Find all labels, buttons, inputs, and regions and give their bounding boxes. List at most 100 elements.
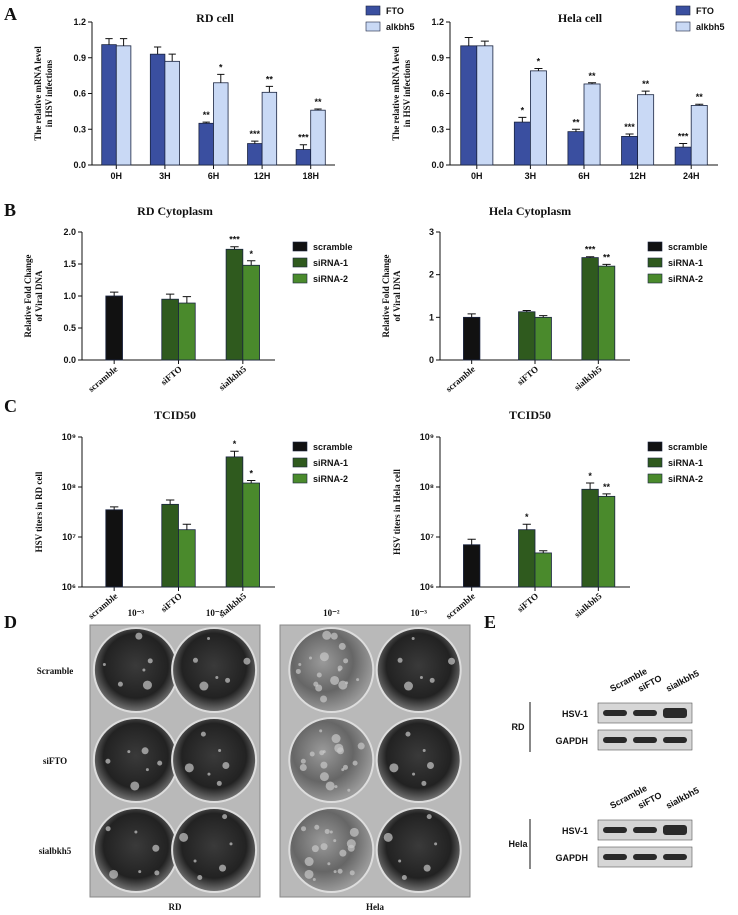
legend-label: siRNA-1: [668, 458, 703, 468]
significance: **: [572, 117, 580, 127]
error-bar: [230, 246, 239, 250]
y-axis-label: of Viral DNA: [392, 270, 402, 321]
x-tick-label: sialkbh5: [572, 364, 604, 393]
significance: ***: [624, 122, 635, 132]
significance: *: [521, 105, 525, 115]
error-bar: [585, 256, 595, 258]
x-tick-label: 12H: [254, 171, 271, 181]
plaque: [219, 864, 227, 872]
y-tick-label: 2: [429, 270, 434, 280]
legend-swatch: [647, 457, 663, 468]
blot-band: [633, 710, 657, 716]
error-bar: [165, 499, 175, 505]
error-bar: [247, 479, 256, 484]
bar: [242, 482, 260, 588]
plaque: [298, 662, 302, 666]
plaque: [135, 632, 143, 640]
error-bar: [522, 523, 531, 530]
bar: [637, 94, 655, 166]
error-bar: [539, 315, 548, 318]
y-axis-label: HSV titers in RD cell: [34, 471, 44, 552]
legend-swatch: [292, 457, 308, 468]
band-label: GAPDH: [555, 853, 588, 863]
x-tick-label: scramble: [444, 591, 477, 621]
x-tick-label: 18H: [302, 171, 319, 181]
plaque: [320, 761, 328, 769]
significance: *: [249, 249, 253, 259]
x-tick-label: siFTO: [159, 591, 184, 614]
error-bar: [602, 493, 611, 497]
legend-label: siRNA-1: [668, 258, 703, 268]
chart-title: RD cell: [196, 11, 234, 25]
plaque: [325, 781, 335, 791]
bar: [161, 503, 179, 588]
plaque: [147, 658, 153, 664]
plaque: [423, 864, 431, 872]
plaque: [229, 842, 233, 846]
error-bar: [153, 46, 162, 55]
y-axis-label: in HSV infections: [402, 59, 412, 127]
plaque: [327, 862, 331, 866]
legend-swatch: [647, 441, 663, 452]
bar: [567, 131, 585, 166]
error-bar: [299, 144, 308, 150]
legend-swatch: [647, 273, 663, 284]
x-tick-label: siFTO: [515, 591, 540, 614]
plaque: [179, 832, 189, 842]
plate-well: [92, 627, 179, 713]
x-tick-label: scramble: [444, 364, 477, 394]
significance: ***: [585, 245, 596, 255]
lane-label: sialkbh5: [664, 668, 701, 694]
chart-title: TCID50: [509, 408, 551, 422]
plaque: [311, 845, 319, 853]
y-axis-label: HSV titers in Hela cell: [392, 469, 402, 555]
legend-swatch: [365, 5, 381, 16]
error-bar: [480, 40, 489, 46]
plaque: [331, 734, 341, 744]
error-bar: [534, 67, 543, 71]
blot-band: [633, 854, 657, 860]
legend-swatch: [675, 21, 691, 32]
band-label: HSV-1: [562, 709, 588, 719]
plaque: [320, 695, 328, 703]
plaque: [316, 672, 322, 678]
x-tick-label: sialkbh5: [217, 364, 249, 393]
legend-label: siRNA-2: [313, 474, 348, 484]
y-tick-label: 10⁹: [420, 432, 434, 442]
significance: ***: [298, 133, 309, 143]
y-tick-label: 1.2: [431, 17, 444, 27]
x-tick-label: 24H: [683, 171, 700, 181]
significance: **: [203, 110, 211, 120]
y-tick-label: 1.0: [63, 291, 76, 301]
plaque: [192, 657, 198, 663]
plaque: [383, 832, 393, 842]
significance: **: [603, 252, 611, 262]
bar: [101, 44, 117, 166]
error-bar: [109, 291, 119, 296]
bar: [178, 302, 196, 361]
band-label: GAPDH: [555, 736, 588, 746]
legend-label: siRNA-2: [668, 274, 703, 284]
error-bar: [165, 293, 175, 300]
bar: [213, 82, 229, 166]
plaque: [412, 772, 416, 776]
plaque: [330, 632, 338, 640]
bar: [198, 122, 214, 166]
plaque: [152, 844, 160, 852]
y-tick-label: 3: [429, 227, 434, 237]
plaque: [333, 839, 337, 843]
y-tick-label: 0.0: [431, 160, 444, 170]
legend-swatch: [365, 21, 381, 32]
plaque: [342, 764, 348, 770]
legend-label: alkbh5: [696, 22, 725, 32]
plaque: [154, 870, 160, 876]
error-bar: [168, 53, 176, 62]
dilution-label: 10⁻³: [128, 608, 145, 618]
blot-band: [603, 827, 627, 833]
y-tick-label: 0.5: [63, 323, 76, 333]
plaque: [138, 870, 142, 874]
y-tick-label: 10⁷: [420, 532, 434, 542]
x-tick-label: siFTO: [159, 364, 184, 387]
plaque: [312, 877, 316, 881]
x-tick-label: scramble: [86, 364, 119, 394]
